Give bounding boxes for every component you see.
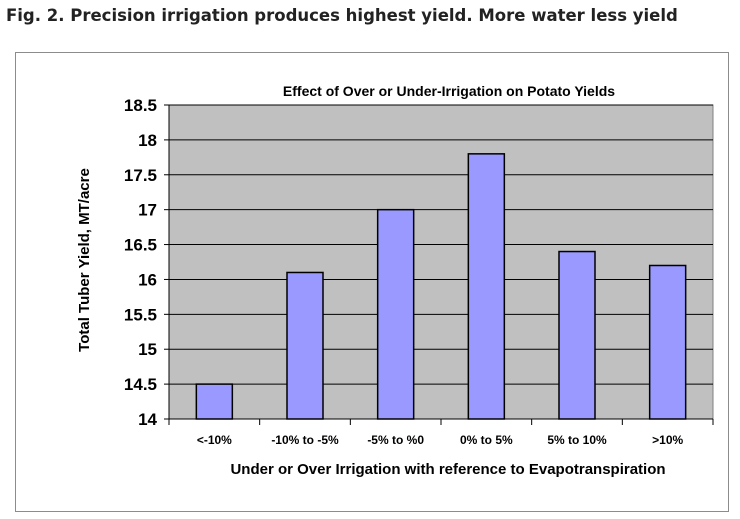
- bar-chart: Effect of Over or Under-Irrigation on Po…: [76, 83, 714, 478]
- figure-caption: Fig. 2. Precision irrigation produces hi…: [6, 6, 678, 25]
- axes: [164, 104, 714, 425]
- chart-title: Effect of Over or Under-Irrigation on Po…: [283, 83, 615, 99]
- x-axis-label: Under or Over Irrigation with reference …: [230, 461, 665, 478]
- x-tick-label: -10% to -5%: [271, 433, 339, 447]
- bar: [376, 208, 415, 420]
- y-tick-label: 14.5: [124, 375, 157, 394]
- plot-area: [168, 104, 714, 420]
- y-tick-label: 15: [138, 340, 157, 359]
- y-tick-label: 18: [138, 131, 157, 150]
- x-tick-label: >10%: [652, 433, 683, 447]
- y-tick-label: 16: [138, 270, 157, 289]
- bar: [195, 383, 234, 420]
- y-tick-label: 15.5: [124, 305, 157, 324]
- x-tick-label: 0% to 5%: [460, 433, 513, 447]
- chart-frame: Effect of Over or Under-Irrigation on Po…: [15, 52, 729, 512]
- y-axis-label: Total Tuber Yield, MT/acre: [76, 168, 93, 352]
- y-tick-labels: 14 14.5 15 15.5 16 16.5 17 17.5 18 18.5: [124, 96, 158, 429]
- bar: [467, 153, 506, 420]
- x-tick-label: <-10%: [197, 433, 232, 447]
- y-tick-label: 18.5: [124, 96, 157, 115]
- x-tick-labels: <-10% -10% to -5% -5% to %0 0% to 5% 5% to 1…: [197, 433, 684, 447]
- y-tick-label: 17.5: [124, 166, 157, 185]
- gridlines: [169, 104, 713, 420]
- y-tick-label: 14: [138, 410, 157, 429]
- x-tick-label: 5% to 10%: [547, 433, 607, 447]
- bar: [558, 250, 596, 420]
- y-tick-label: 17: [138, 201, 157, 220]
- bar: [648, 264, 687, 420]
- bar: [286, 271, 324, 420]
- x-tick-label: -5% to %0: [367, 433, 424, 447]
- y-tick-label: 16.5: [124, 236, 157, 255]
